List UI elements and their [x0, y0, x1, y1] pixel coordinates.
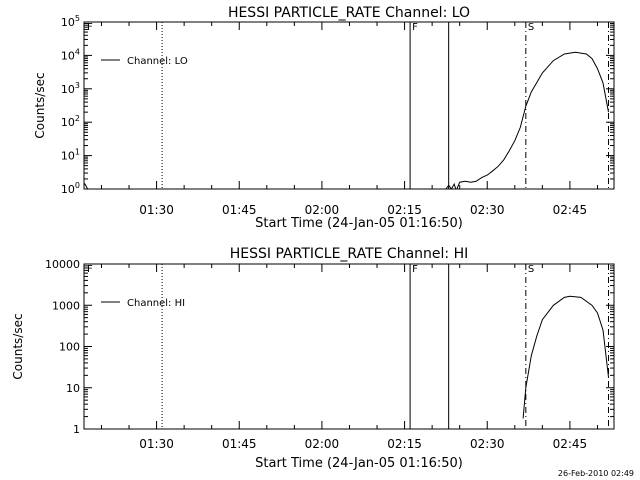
x-axis-label: Start Time (24-Jan-05 01:16:50)	[255, 456, 463, 471]
x-tick-label: 01:30	[139, 437, 174, 451]
marker-label: F	[412, 264, 418, 275]
legend-label: Channel: HI	[127, 298, 185, 309]
marker-label: F	[412, 22, 418, 33]
y-tick-label: 10000	[45, 258, 80, 271]
x-tick-label: 02:30	[470, 203, 505, 217]
series-line-segment	[84, 182, 89, 189]
series-line-segment	[522, 295, 609, 419]
plot-frame	[83, 21, 615, 190]
x-tick-label: 01:45	[222, 203, 257, 217]
footer-timestamp: 26-Feb-2010 02:49	[557, 469, 634, 478]
x-tick-label: 02:15	[387, 203, 422, 217]
marker-label: S	[528, 264, 534, 275]
chart-title: HESSI PARTICLE_RATE Channel: HI	[230, 246, 468, 262]
panel-lo: HESSI PARTICLE_RATE Channel: LO 100 101 102…	[33, 5, 615, 231]
corner-marker-label: F	[87, 264, 93, 275]
marker-label: S	[528, 22, 534, 33]
y-axis-label: Counts/sec	[33, 72, 47, 138]
x-tick-label: 02:15	[387, 437, 422, 451]
x-tick-label: 02:30	[470, 437, 505, 451]
y-axis-label: Counts/sec	[11, 313, 25, 379]
y-tick-label: 103	[61, 81, 80, 96]
y-tick-label: 101	[61, 148, 80, 163]
series-line-segment	[445, 182, 457, 189]
plot-frame	[83, 263, 615, 430]
panel-hi: HESSI PARTICLE_RATE Channel: HI 1 10 100 100…	[11, 246, 615, 471]
x-tick-label: 01:45	[222, 437, 257, 451]
series-line-segment	[456, 51, 609, 189]
y-tick-label: 100	[61, 181, 80, 196]
chart-title: HESSI PARTICLE_RATE Channel: LO	[228, 5, 470, 21]
y-tick-label: 1000	[52, 299, 80, 312]
legend-label: Channel: LO	[127, 56, 188, 67]
y-tick-label: 100	[59, 341, 80, 354]
y-tick-label: 104	[61, 47, 80, 62]
x-tick-label: 02:45	[553, 437, 588, 451]
x-tick-label: 01:30	[139, 203, 174, 217]
x-tick-label: 02:00	[305, 203, 340, 217]
x-tick-label: 02:45	[553, 203, 588, 217]
x-tick-label: 02:00	[305, 437, 340, 451]
y-tick-label: 10	[66, 382, 80, 395]
corner-marker-label: F	[87, 22, 93, 33]
y-tick-label: 1	[73, 423, 80, 436]
y-tick-label: 102	[61, 114, 80, 129]
y-tick-label: 105	[61, 14, 80, 29]
x-axis-label: Start Time (24-Jan-05 01:16:50)	[255, 216, 463, 231]
